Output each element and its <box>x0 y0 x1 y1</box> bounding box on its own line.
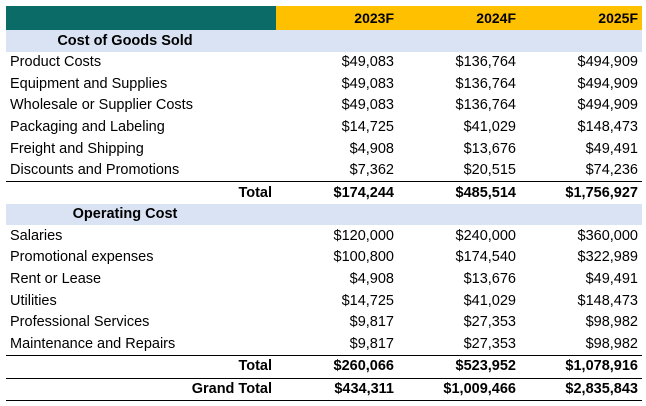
cell-value: $136,764 <box>455 75 516 92</box>
cell-value: $9,817 <box>349 314 394 331</box>
cost-table-sheet: 2023F 2024F 2025F Cost of Goods Sold Pro… <box>6 6 642 402</box>
year-header: 2023F <box>276 6 398 30</box>
table-row: Discounts and Promotions $7,362 $20,515 … <box>6 160 642 182</box>
cell-value: $148,473 <box>577 292 638 309</box>
total-value: $523,952 <box>398 354 520 378</box>
cell-value: $4,908 <box>349 140 394 157</box>
cell-value: $174,540 <box>455 249 516 266</box>
section-title: Cost of Goods Sold <box>6 30 276 52</box>
total-value: $1,756,927 <box>520 181 642 204</box>
table-row: Product Costs $49,083 $136,764 $494,909 <box>6 52 642 74</box>
cell-value: $494,909 <box>577 54 638 71</box>
row-label: Promotional expenses <box>10 249 154 266</box>
grand-total-row: Grand Total $434,311 $1,009,466 $2,835,8… <box>6 377 642 402</box>
cell-value: $360,000 <box>577 227 638 244</box>
cell-value: $14,725 <box>341 118 394 135</box>
cell-value: $100,800 <box>333 249 394 266</box>
table-row: Freight and Shipping $4,908 $13,676 $49,… <box>6 138 642 160</box>
row-label: Equipment and Supplies <box>10 75 168 92</box>
cell-value: $4,908 <box>349 271 394 288</box>
row-label: Salaries <box>10 227 63 244</box>
row-label: Maintenance and Repairs <box>10 335 176 352</box>
cell-value: $49,491 <box>585 140 638 157</box>
row-label: Product Costs <box>10 54 102 71</box>
table-row: Utilities $14,725 $41,029 $148,473 <box>6 290 642 312</box>
row-label: Wholesale or Supplier Costs <box>10 97 193 114</box>
cogs-section-header: Cost of Goods Sold <box>6 30 642 52</box>
cell-value: $49,083 <box>341 54 394 71</box>
cell-value: $41,029 <box>463 292 516 309</box>
total-value: $174,244 <box>276 181 398 204</box>
cell-value: $98,982 <box>585 335 638 352</box>
cogs-total-row: Total $174,244 $485,514 $1,756,927 <box>6 181 642 204</box>
cell-value: $13,676 <box>463 271 516 288</box>
cell-value: $27,353 <box>463 314 516 331</box>
row-label: Packaging and Labeling <box>10 118 165 135</box>
table-row: Salaries $120,000 $240,000 $360,000 <box>6 225 642 247</box>
table-row: Maintenance and Repairs $9,817 $27,353 $… <box>6 333 642 355</box>
grand-total-value: $2,835,843 <box>520 377 642 402</box>
cell-value: $98,982 <box>585 314 638 331</box>
table-row: Packaging and Labeling $14,725 $41,029 $… <box>6 116 642 138</box>
total-label: Total <box>6 181 276 204</box>
table-row: Promotional expenses $100,800 $174,540 $… <box>6 247 642 269</box>
cell-value: $13,676 <box>463 140 516 157</box>
cell-value: $49,083 <box>341 75 394 92</box>
year-header: 2024F <box>398 6 520 30</box>
row-label: Freight and Shipping <box>10 140 144 157</box>
cell-value: $148,473 <box>577 118 638 135</box>
cell-value: $322,989 <box>577 249 638 266</box>
cost-table: 2023F 2024F 2025F Cost of Goods Sold Pro… <box>6 6 642 402</box>
grand-total-value: $434,311 <box>276 377 398 402</box>
grand-total-value: $1,009,466 <box>398 377 520 402</box>
opex-total-row: Total $260,066 $523,952 $1,078,916 <box>6 354 642 378</box>
cell-value: $49,491 <box>585 271 638 288</box>
section-title: Operating Cost <box>6 203 276 226</box>
row-label: Professional Services <box>10 314 150 331</box>
cell-value: $20,515 <box>463 162 516 179</box>
row-label: Discounts and Promotions <box>10 162 180 179</box>
total-value: $1,078,916 <box>520 354 642 378</box>
cell-value: $120,000 <box>333 227 394 244</box>
table-row: Rent or Lease $4,908 $13,676 $49,491 <box>6 269 642 291</box>
header-row: 2023F 2024F 2025F <box>6 6 642 30</box>
table-row: Professional Services $9,817 $27,353 $98… <box>6 312 642 334</box>
cell-value: $14,725 <box>341 292 394 309</box>
grand-total-label: Grand Total <box>6 377 276 402</box>
header-corner-cell <box>6 6 276 30</box>
cell-value: $9,817 <box>349 335 394 352</box>
total-label: Total <box>6 354 276 378</box>
cell-value: $7,362 <box>349 162 394 179</box>
year-header: 2025F <box>520 6 642 30</box>
row-label: Utilities <box>10 292 57 309</box>
cell-value: $494,909 <box>577 97 638 114</box>
total-value: $260,066 <box>276 354 398 378</box>
table-row: Wholesale or Supplier Costs $49,083 $136… <box>6 95 642 117</box>
opex-section-header: Operating Cost <box>6 203 642 226</box>
cell-value: $240,000 <box>455 227 516 244</box>
cell-value: $136,764 <box>455 97 516 114</box>
cell-value: $74,236 <box>585 162 638 179</box>
cell-value: $136,764 <box>455 54 516 71</box>
cell-value: $494,909 <box>577 75 638 92</box>
cell-value: $41,029 <box>463 118 516 135</box>
cell-value: $49,083 <box>341 97 394 114</box>
total-value: $485,514 <box>398 181 520 204</box>
row-label: Rent or Lease <box>10 271 102 288</box>
table-row: Equipment and Supplies $49,083 $136,764 … <box>6 73 642 95</box>
cell-value: $27,353 <box>463 335 516 352</box>
